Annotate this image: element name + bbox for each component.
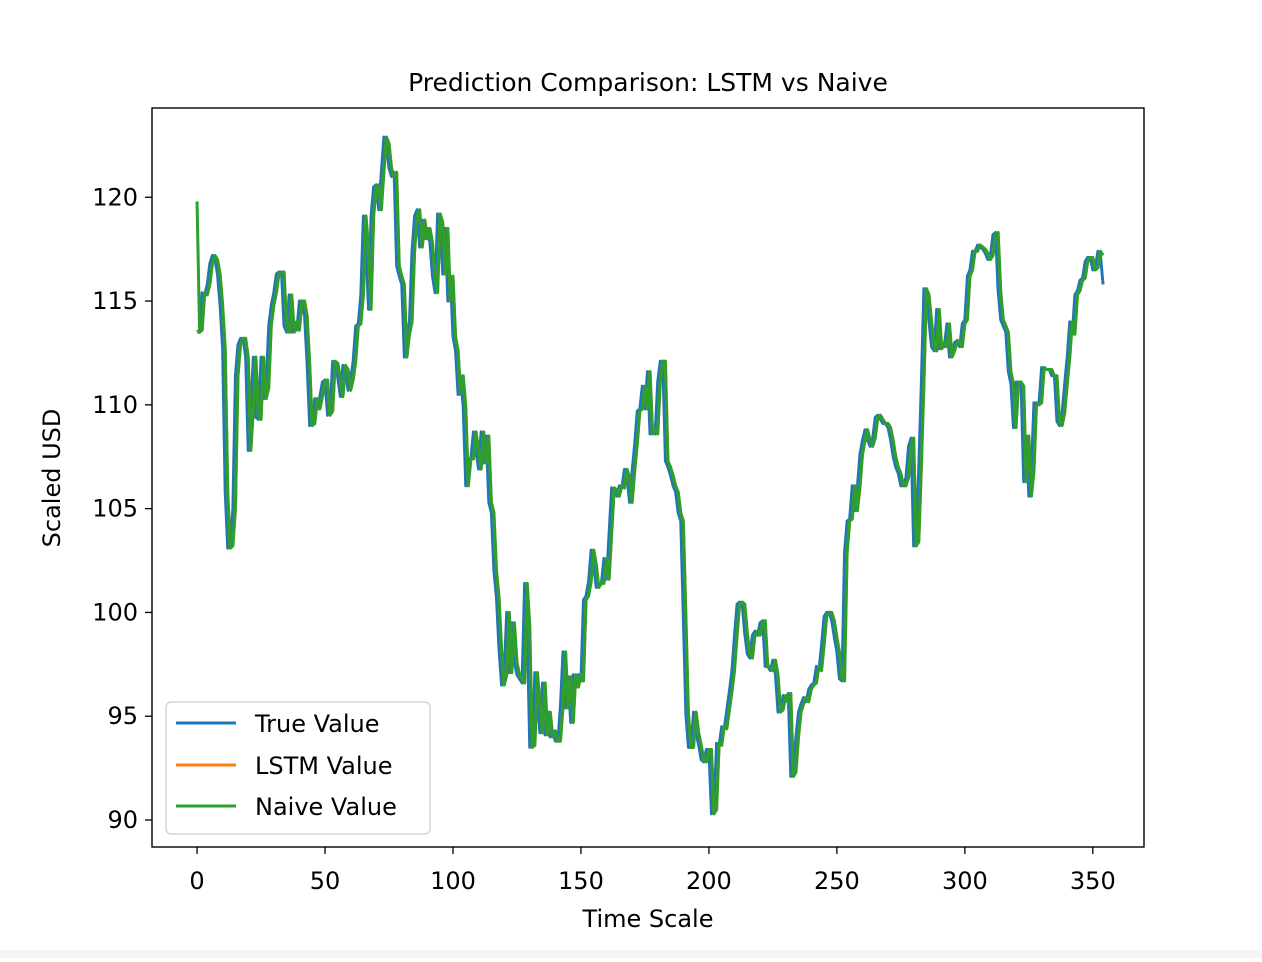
series-layer	[195, 135, 1105, 816]
x-tick-label: 50	[310, 867, 341, 895]
x-axis-label: Time Scale	[582, 905, 714, 933]
y-tick-label: 105	[92, 495, 138, 523]
y-tick-label: 120	[92, 183, 138, 211]
bottom-strip	[0, 950, 1262, 958]
series-line-naive-value	[195, 135, 1105, 816]
x-tick-label: 150	[558, 867, 604, 895]
y-axis-label: Scaled USD	[38, 409, 66, 548]
x-axis-ticks: 0 50 100 150 200 250 300 350	[189, 847, 1116, 895]
y-tick-label: 110	[92, 391, 138, 419]
x-tick-label: 250	[814, 867, 860, 895]
x-tick-label: 300	[942, 867, 988, 895]
legend-label-lstm: LSTM Value	[255, 752, 393, 780]
y-tick-label: 90	[107, 806, 138, 834]
legend-box	[165, 701, 431, 835]
x-tick-label: 0	[189, 867, 204, 895]
legend-label-naive: Naive Value	[255, 793, 397, 821]
x-tick-label: 350	[1070, 867, 1116, 895]
legend: True Value LSTM Value Naive Value	[165, 701, 431, 835]
x-tick-label: 200	[686, 867, 732, 895]
plot-frame	[151, 107, 1145, 848]
y-tick-label: 100	[92, 598, 138, 626]
y-tick-label: 95	[107, 702, 138, 730]
legend-label-true: True Value	[254, 710, 380, 738]
y-tick-label: 115	[92, 287, 138, 315]
chart-title: Prediction Comparison: LSTM vs Naive	[408, 68, 888, 97]
y-axis-ticks: 90 95 100 105 110 115 120	[92, 183, 152, 834]
x-tick-label: 100	[430, 867, 476, 895]
